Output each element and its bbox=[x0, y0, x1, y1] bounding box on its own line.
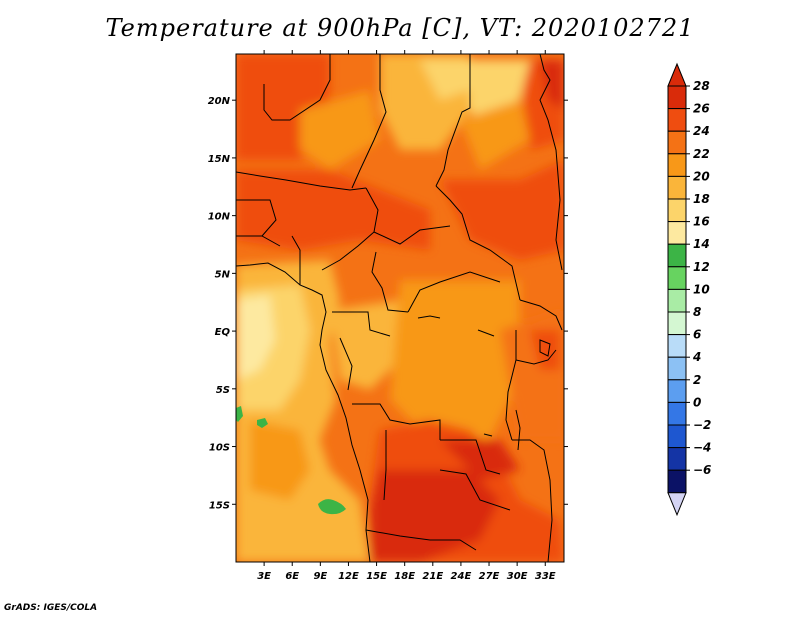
map-title: Temperature at 900hPa [C], VT: 202010272… bbox=[105, 14, 695, 42]
colorbar-label: 22 bbox=[693, 147, 710, 161]
colorbar-over-triangle bbox=[667, 62, 687, 87]
colorbar-swatch bbox=[667, 311, 687, 336]
colorbar-swatch bbox=[667, 243, 687, 268]
colorbar-swatch bbox=[667, 447, 687, 471]
colorbar-label: 0 bbox=[693, 395, 701, 409]
colorbar-swatch bbox=[667, 266, 687, 290]
colorbar-label: 16 bbox=[693, 215, 710, 229]
lat-tick-label: 5S bbox=[216, 385, 230, 396]
colorbar-swatch bbox=[667, 334, 687, 358]
colorbar-label: 24 bbox=[693, 124, 710, 138]
colorbar-swatch bbox=[667, 108, 687, 132]
colorbar-swatch bbox=[667, 401, 687, 426]
lat-tick-label: EQ bbox=[215, 327, 231, 338]
lon-tick-label: 9E bbox=[313, 571, 327, 582]
colorbar-swatch bbox=[667, 85, 687, 110]
lat-tick-label: 10N bbox=[208, 212, 231, 223]
temperature-field bbox=[236, 54, 564, 562]
colorbar-label: 8 bbox=[693, 305, 701, 319]
longitude-axis: 3E 6E 9E 12E 15E 18E 21E 24E 27E 30E 33E bbox=[257, 50, 556, 582]
colorbar-label: 12 bbox=[693, 260, 710, 274]
colorbar-swatch bbox=[667, 153, 687, 177]
colorbar-label: −6 bbox=[693, 463, 711, 477]
lat-tick-label: 15N bbox=[208, 154, 231, 165]
colorbar-label: 20 bbox=[693, 169, 710, 183]
lon-tick-label: 33E bbox=[535, 571, 556, 582]
map-frame bbox=[235, 53, 565, 563]
lon-tick-label: 27E bbox=[479, 571, 500, 582]
colorbar-label: 28 bbox=[693, 79, 710, 93]
colorbar-swatch bbox=[667, 288, 687, 313]
colorbar-swatch bbox=[667, 130, 687, 155]
colorbar-swatch bbox=[667, 221, 687, 245]
colorbar-label: −4 bbox=[693, 441, 711, 455]
lat-tick-label: 20N bbox=[208, 96, 231, 107]
lon-tick-label: 3E bbox=[257, 571, 271, 582]
colorbar-label: 26 bbox=[693, 102, 710, 116]
lon-tick-label: 24E bbox=[451, 571, 472, 582]
coastlines bbox=[236, 54, 563, 562]
lon-tick-label: 12E bbox=[338, 571, 359, 582]
lon-tick-label: 6E bbox=[285, 571, 299, 582]
colorbar-label: 2 bbox=[693, 373, 701, 387]
lat-tick-label: 5N bbox=[215, 269, 231, 280]
colorbar-under-triangle bbox=[667, 492, 687, 517]
colorbar-swatch bbox=[667, 424, 687, 449]
colorbar-label: 4 bbox=[692, 350, 701, 364]
lon-tick-label: 15E bbox=[366, 571, 387, 582]
lat-tick-label: 15S bbox=[209, 500, 230, 511]
colorbar-swatch bbox=[667, 175, 687, 200]
colorbar-swatch bbox=[667, 356, 687, 381]
colorbar-label: 6 bbox=[693, 328, 701, 342]
colorbar-swatch bbox=[667, 198, 687, 223]
lon-tick-label: 30E bbox=[507, 571, 528, 582]
colorbar-label: −2 bbox=[693, 418, 711, 432]
colorbar-label: 18 bbox=[693, 192, 710, 206]
latitude-axis: 20N 15N 10N 5N EQ 5S 10S 15S bbox=[208, 96, 568, 511]
lon-tick-label: 21E bbox=[422, 571, 443, 582]
lat-tick-label: 10S bbox=[209, 443, 230, 454]
colorbar-label: 14 bbox=[693, 237, 710, 251]
colorbar-swatch bbox=[667, 379, 687, 403]
colorbar-label: 10 bbox=[693, 282, 710, 296]
lon-tick-label: 18E bbox=[394, 571, 415, 582]
colorbar-swatch bbox=[667, 469, 687, 494]
grads-credit: GrADS: IGES/COLA bbox=[4, 603, 98, 613]
